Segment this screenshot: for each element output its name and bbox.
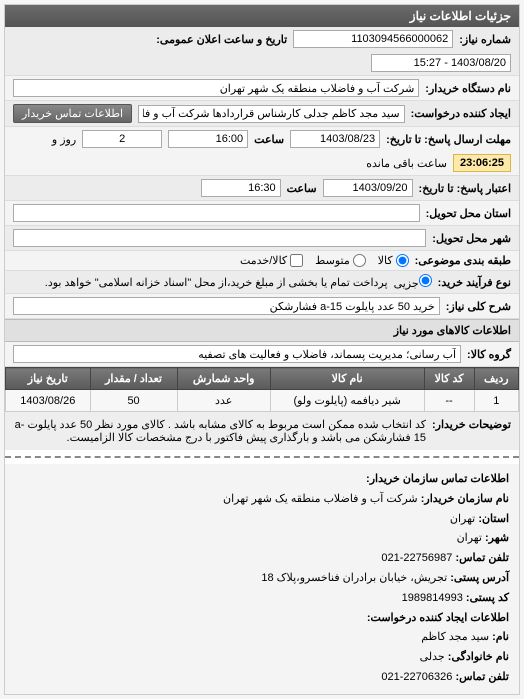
table-header: نام کالا xyxy=(270,368,424,390)
contact-address-label: آدرس پستی: xyxy=(450,572,509,584)
buyer-org-label: نام دستگاه خریدار: xyxy=(425,82,511,95)
deadline-time-label: ساعت xyxy=(254,133,284,146)
table-cell: شیر دیافمه (پایلوت ولو) xyxy=(270,390,424,412)
delivery-province-input[interactable] xyxy=(13,204,420,222)
announce-label: تاریخ و ساعت اعلان عمومی: xyxy=(156,33,287,46)
table-header: کد کالا xyxy=(424,368,474,390)
category-label: طبقه بندی موضوعی: xyxy=(415,254,511,267)
buyer-note-row: توضیحات خریدار: کد انتخاب شده ممکن است م… xyxy=(5,412,519,450)
cat-goods-option[interactable]: کالا xyxy=(378,254,409,267)
remain-days-label: روز و xyxy=(52,133,76,146)
validity-time-label: ساعت xyxy=(287,182,317,195)
creator-family: جدلی xyxy=(420,651,445,663)
creator-name: سید مجد کاظم xyxy=(421,631,489,643)
delivery-city-input[interactable] xyxy=(13,229,426,247)
contact-title: اطلاعات تماس سازمان خریدار: xyxy=(15,470,509,490)
creator-name-label: نام: xyxy=(492,631,509,643)
table-cell: عدد xyxy=(177,390,270,412)
need-subject-input[interactable] xyxy=(13,297,440,315)
countdown-badge: 23:06:25 xyxy=(453,154,511,172)
row-delivery-province: استان محل تحویل: xyxy=(5,201,519,226)
row-requester: ایجاد کننده درخواست: اطلاعات تماس خریدار xyxy=(5,101,519,127)
buyer-note-label: توضیحات خریدار: xyxy=(432,418,511,444)
group-input[interactable] xyxy=(13,345,461,363)
row-delivery-city: شهر محل تحویل: xyxy=(5,226,519,251)
partial-radio[interactable] xyxy=(419,274,432,287)
deadline-date-input[interactable] xyxy=(290,130,380,148)
creator-section: اطلاعات ایجاد کننده درخواست: xyxy=(15,609,509,629)
buyer-note-text: کد انتخاب شده ممکن است مربوط به کالای مش… xyxy=(13,418,426,444)
need-subject-label: شرح کلی نیاز: xyxy=(446,300,511,313)
row-buy-process: نوع فرآیند خرید: جزیی پرداخت تمام یا بخش… xyxy=(5,271,519,294)
delivery-city-label: شهر محل تحویل: xyxy=(432,232,511,245)
table-header: ردیف xyxy=(474,368,518,390)
partial-option[interactable]: جزیی xyxy=(394,274,432,290)
category-radio-group: کالا متوسط کالا/خدمت xyxy=(240,254,409,267)
contact-phone: 22756987-021 xyxy=(381,552,452,564)
contact-province: تهران xyxy=(450,513,475,525)
contact-city-label: شهر: xyxy=(485,532,509,544)
row-need-subject: شرح کلی نیاز: xyxy=(5,294,519,319)
requester-label: ایجاد کننده درخواست: xyxy=(411,107,511,120)
contact-address: تجریش، خیابان برادران فناخسرو،پلاک 18 xyxy=(261,572,447,584)
validity-label: اعتبار پاسخ: تا تاریخ: xyxy=(419,182,511,195)
table-cell: 50 xyxy=(90,390,177,412)
items-table: ردیفکد کالانام کالاواحد شمارشتعداد / مقد… xyxy=(5,367,519,412)
row-deadline: مهلت ارسال پاسخ: تا تاریخ: ساعت روز و 23… xyxy=(5,127,519,176)
contact-phone-label: تلفن تماس: xyxy=(455,552,509,564)
table-header: واحد شمارش xyxy=(177,368,270,390)
table-row[interactable]: 1--شیر دیافمه (پایلوت ولو)عدد501403/08/2… xyxy=(6,390,519,412)
items-section-title: اطلاعات کالاهای مورد نیاز xyxy=(5,319,519,342)
contact-org-label: نام سازمان خریدار: xyxy=(421,493,509,505)
cat-goods-radio[interactable] xyxy=(396,254,409,267)
requester-input[interactable] xyxy=(138,105,405,123)
contact-city: تهران xyxy=(457,532,482,544)
creator-phone: 22706326-021 xyxy=(381,671,452,683)
buy-note: پرداخت تمام یا بخشی از مبلغ خرید،از محل … xyxy=(13,276,388,289)
table-cell: 1 xyxy=(474,390,518,412)
row-buyer-org: نام دستگاه خریدار: xyxy=(5,76,519,101)
remain-days-input xyxy=(82,130,162,148)
cat-goods-service-check[interactable] xyxy=(290,254,303,267)
row-category: طبقه بندی موضوعی: کالا متوسط کالا/خدمت xyxy=(5,251,519,271)
need-number-input[interactable] xyxy=(293,30,453,48)
buyer-org-input[interactable] xyxy=(13,79,419,97)
row-group: گروه کالا: xyxy=(5,342,519,367)
table-cell: 1403/08/26 xyxy=(6,390,91,412)
contact-province-label: استان: xyxy=(478,513,509,525)
delivery-province-label: استان محل تحویل: xyxy=(426,207,511,220)
validity-date-input[interactable] xyxy=(323,179,413,197)
need-details-panel: جزئیات اطلاعات نیاز شماره نیاز: تاریخ و … xyxy=(4,4,520,695)
creator-family-label: نام خانوادگی: xyxy=(448,651,509,663)
contact-postal: 1989814993 xyxy=(402,592,463,604)
group-label: گروه کالا: xyxy=(467,348,511,361)
row-need-number: شماره نیاز: تاریخ و ساعت اعلان عمومی: xyxy=(5,27,519,76)
contact-postal-label: کد پستی: xyxy=(466,592,509,604)
table-header: تاریخ نیاز xyxy=(6,368,91,390)
buy-process-label: نوع فرآیند خرید: xyxy=(438,276,511,289)
table-cell: -- xyxy=(424,390,474,412)
cat-medium-option[interactable]: متوسط xyxy=(315,254,366,267)
need-number-label: شماره نیاز: xyxy=(459,33,511,46)
contact-block: اطلاعات تماس سازمان خریدار: نام سازمان خ… xyxy=(5,464,519,694)
panel-title: جزئیات اطلاعات نیاز xyxy=(5,5,519,27)
cat-medium-radio[interactable] xyxy=(353,254,366,267)
deadline-label: مهلت ارسال پاسخ: تا تاریخ: xyxy=(386,133,511,146)
creator-phone-label: تلفن تماس: xyxy=(455,671,509,683)
deadline-time-input[interactable] xyxy=(168,130,248,148)
row-validity: اعتبار پاسخ: تا تاریخ: ساعت xyxy=(5,176,519,201)
announce-input[interactable] xyxy=(371,54,511,72)
table-header: تعداد / مقدار xyxy=(90,368,177,390)
cat-goods-service-option[interactable]: کالا/خدمت xyxy=(240,254,303,267)
buyer-contact-button[interactable]: اطلاعات تماس خریدار xyxy=(13,104,132,123)
separator xyxy=(5,456,519,458)
remain-label: ساعت باقی مانده xyxy=(366,157,447,170)
contact-org: شرکت آب و فاضلاب منطقه یک شهر تهران xyxy=(223,493,418,505)
validity-time-input[interactable] xyxy=(201,179,281,197)
